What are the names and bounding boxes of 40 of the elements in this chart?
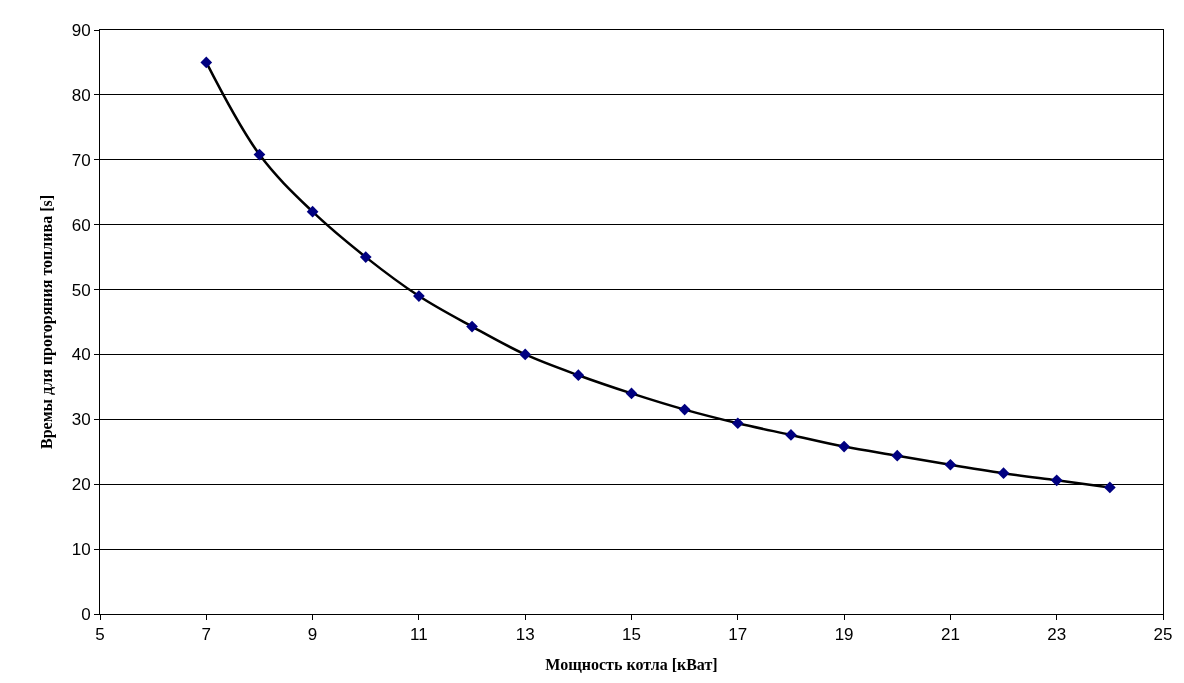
y-tick-label: 90 [71,20,91,40]
x-tick-label: 5 [95,625,105,645]
y-tick-label: 50 [71,280,91,300]
point [997,467,1010,480]
point [253,148,266,161]
y-tick-label: 10 [71,540,91,560]
x-tick-label: 17 [728,625,748,645]
point [838,440,850,453]
point [891,449,904,462]
y-tick-label: 0 [81,604,91,624]
point [519,348,532,361]
point [785,429,797,441]
y-tick-label: 80 [71,85,91,105]
x-tick-label: 9 [307,625,318,645]
y-tick-label: 40 [71,345,91,365]
point [466,320,478,333]
point [572,369,585,382]
x-tick-label: 7 [201,625,212,645]
x-tick-label: 23 [1047,625,1067,645]
x-tick-label: 21 [940,625,960,645]
point [359,251,372,263]
x-tick-label: 13 [515,625,535,645]
point [306,205,319,218]
y-tick-label: 20 [71,475,91,495]
y-tick-label: 70 [71,150,91,170]
y-tick-label: 60 [71,215,91,235]
point [944,458,957,471]
y-axis-title: Времы для прогоряния топлива [s] [37,194,56,450]
point [1050,474,1063,487]
y-tick-label: 30 [71,410,91,430]
x-axis-title: Мощность котла [кВат] [545,656,718,674]
x-tick-label: 15 [622,625,641,645]
point [731,417,744,430]
point [1104,481,1116,494]
point [678,403,691,416]
x-tick-label: 25 [1153,625,1173,645]
x-tick-label: 11 [410,625,428,645]
point [200,56,213,69]
point [625,387,638,400]
x-tick-label: 19 [834,625,854,645]
